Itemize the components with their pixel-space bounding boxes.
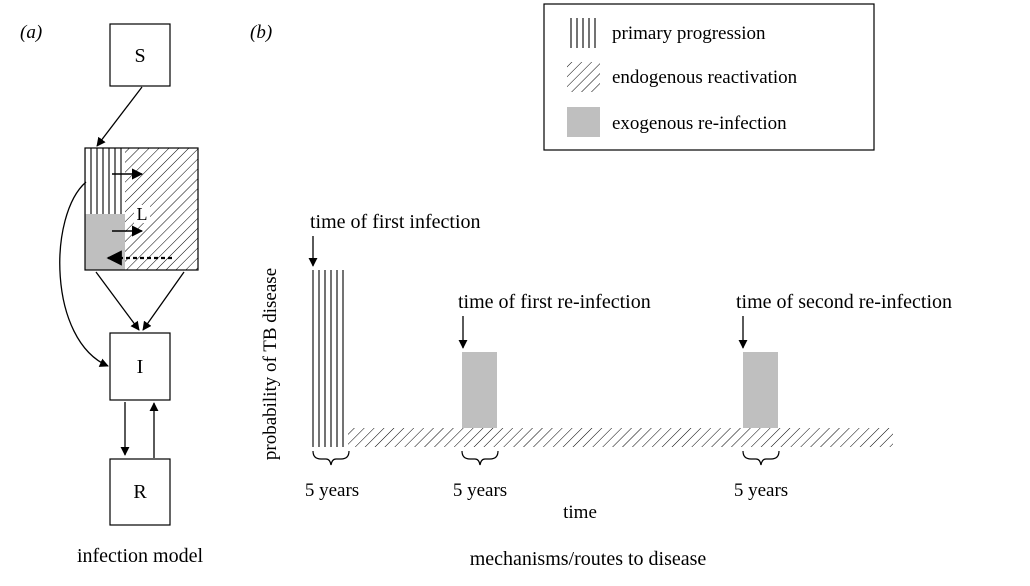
panel-a: (a) S L I: [20, 22, 203, 567]
brace-1: [312, 450, 350, 466]
brace-3: [742, 450, 780, 466]
panel-b-caption: mechanisms/routes to disease: [470, 548, 707, 570]
node-r: R: [109, 458, 171, 526]
node-s: S: [109, 23, 171, 87]
panel-b: (b) primary progression endogenous react…: [250, 3, 952, 570]
arrow-l-left-to-i: [95, 271, 140, 331]
legend-label-primary: primary progression: [612, 23, 766, 44]
duration-label-2: 5 years: [453, 480, 507, 501]
y-axis-label: probability of TB disease: [260, 268, 281, 460]
legend-swatch-exogenous: [567, 107, 600, 137]
legend-label-endogenous: endogenous reactivation: [612, 67, 798, 88]
annotation-second-reinfection: time of second re-infection: [736, 291, 952, 313]
x-axis-label: time: [563, 502, 597, 523]
primary-progression-bar: [310, 270, 348, 447]
node-s-label: S: [134, 45, 145, 67]
duration-label-3: 5 years: [734, 480, 788, 501]
legend-swatch-endogenous: [567, 62, 600, 92]
panel-a-label: (a): [20, 22, 42, 43]
node-l: L: [84, 147, 199, 271]
brace-2: [461, 450, 499, 466]
second-reinfection-bar: [743, 352, 778, 428]
endogenous-reactivation-band: [348, 428, 893, 447]
duration-label-1: 5 years: [305, 480, 359, 501]
arrow-s-to-l: [96, 86, 143, 147]
legend-swatch-primary: [567, 18, 600, 48]
panel-b-label: (b): [250, 22, 272, 43]
l-exogenous-region: [85, 214, 125, 270]
node-l-label: L: [137, 204, 148, 224]
panel-a-caption: infection model: [77, 545, 204, 567]
node-r-label: R: [133, 481, 147, 503]
node-i-label: I: [137, 356, 144, 378]
annotation-first-infection: time of first infection: [310, 211, 481, 233]
legend: primary progression endogenous reactivat…: [543, 3, 875, 151]
legend-label-exogenous: exogenous re-infection: [612, 113, 787, 134]
first-reinfection-bar: [462, 352, 497, 428]
arrow-curved-l-to-i: [59, 181, 109, 367]
annotation-first-reinfection: time of first re-infection: [458, 291, 651, 313]
arrow-l-right-to-i: [142, 271, 185, 331]
l-primary-region: [85, 148, 125, 214]
node-i: I: [109, 332, 171, 401]
